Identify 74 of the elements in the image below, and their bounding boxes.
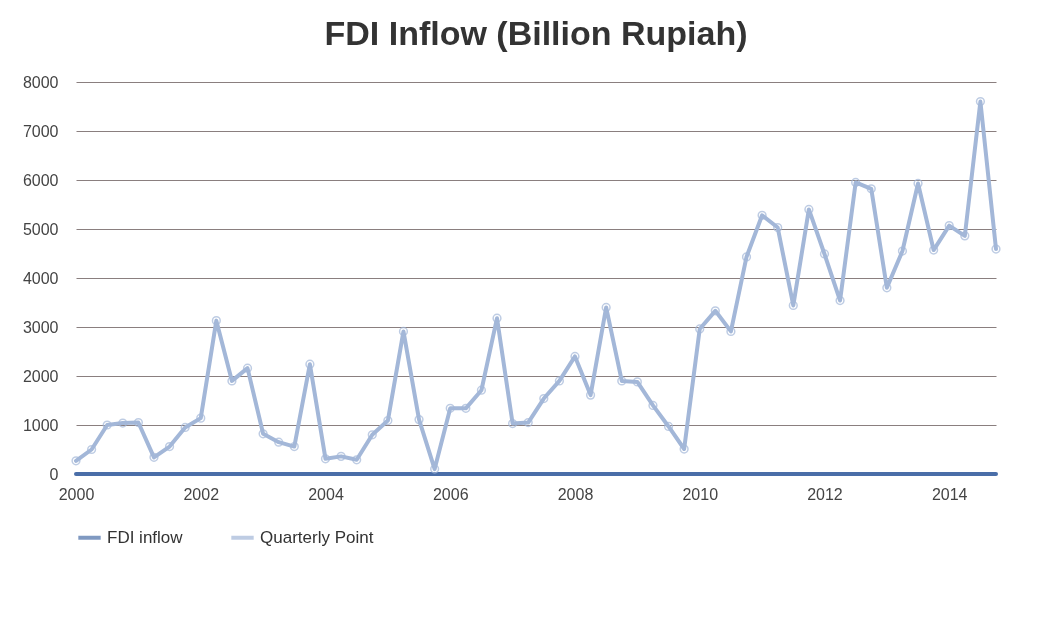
point [352, 455, 362, 465]
point [788, 300, 798, 311]
point [991, 244, 1001, 254]
point [305, 359, 315, 369]
x-tick-label: 2000 [58, 485, 95, 503]
point [507, 418, 518, 429]
point [585, 390, 596, 400]
point [819, 249, 830, 259]
y-tick-label: 8000 [22, 73, 59, 91]
point [227, 376, 237, 386]
point [710, 306, 720, 316]
point [975, 96, 986, 107]
point [133, 417, 143, 428]
point [211, 316, 221, 326]
x-tick-label: 2002 [183, 485, 220, 503]
point [102, 420, 112, 430]
point [695, 324, 705, 334]
y-tick-label: 5000 [22, 220, 59, 238]
y-tick-label: 0 [49, 465, 59, 483]
x-tick-label: 2004 [308, 485, 344, 503]
point [242, 363, 253, 373]
point [414, 414, 424, 425]
point [164, 441, 175, 452]
point [430, 464, 440, 474]
y-tick-label: 6000 [22, 171, 59, 189]
point [180, 422, 190, 433]
y-tick-label: 3000 [22, 318, 59, 336]
x-tick-label: 2010 [682, 485, 719, 503]
point [757, 210, 767, 220]
point [648, 400, 658, 411]
point [679, 444, 689, 454]
point [367, 430, 377, 440]
point [632, 377, 642, 387]
point [258, 429, 268, 439]
point [960, 231, 970, 241]
point [617, 376, 627, 386]
point [773, 222, 783, 233]
y-tick-label: 2000 [22, 367, 59, 385]
point [86, 444, 97, 455]
point [851, 177, 861, 188]
point [289, 441, 299, 452]
point [320, 454, 331, 464]
point [741, 252, 752, 262]
point [897, 246, 908, 256]
point [71, 456, 81, 466]
point [383, 415, 393, 426]
point [663, 421, 674, 432]
point [149, 452, 159, 462]
point [476, 385, 487, 395]
point [929, 245, 939, 255]
y-tick-label: 1000 [22, 416, 59, 434]
y-tick-label: 7000 [22, 122, 59, 140]
y-tick-label: 4000 [22, 269, 59, 287]
point [835, 295, 845, 306]
point [196, 413, 206, 423]
point [882, 283, 892, 293]
legend-label: FDI inflow [107, 527, 184, 547]
point [944, 220, 954, 231]
point [118, 418, 128, 428]
legend-label: Quarterly Point [260, 527, 374, 547]
point [274, 437, 284, 447]
point [539, 393, 549, 404]
x-tick-label: 2012 [807, 485, 843, 503]
point [461, 403, 471, 413]
point [492, 313, 502, 323]
point [554, 376, 565, 386]
chart-title: FDI Inflow (Billion Rupiah) [324, 14, 748, 52]
x-tick-label: 2014 [931, 485, 968, 503]
point [523, 417, 533, 428]
x-tick-label: 2006 [432, 485, 469, 503]
point [336, 451, 346, 461]
x-tick-label: 2008 [557, 485, 594, 503]
point [866, 184, 876, 194]
point [445, 403, 455, 413]
